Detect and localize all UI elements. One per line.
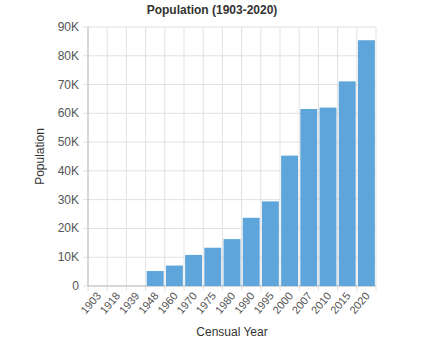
x-grid-line <box>126 27 127 291</box>
x-grid-line <box>107 27 108 291</box>
x-axis-label: Censual Year <box>196 325 267 339</box>
y-tick-label: 80K <box>58 49 79 63</box>
x-tick-label: 1939 <box>117 290 142 316</box>
x-grid-line <box>318 27 319 291</box>
y-tick-label: 60K <box>58 106 79 120</box>
x-grid-line <box>280 27 281 291</box>
bar <box>147 271 164 286</box>
bars <box>147 40 375 286</box>
x-grid-line <box>203 27 204 291</box>
x-tick-label: 1995 <box>251 290 276 316</box>
bar <box>262 201 279 286</box>
bar <box>281 156 298 286</box>
bar <box>358 40 375 286</box>
y-tick-label: 30K <box>58 193 79 207</box>
x-tick-label: 2020 <box>347 290 372 316</box>
y-tick-label: 50K <box>58 135 79 149</box>
x-tick-label: 1980 <box>213 290 238 316</box>
y-tick-label: 40K <box>58 164 79 178</box>
x-tick-label: 1970 <box>174 290 199 316</box>
bar <box>166 266 183 286</box>
x-tick-label: 2007 <box>289 290 314 316</box>
y-tick-label: 90K <box>58 20 79 34</box>
y-grid-line <box>83 27 376 28</box>
bar <box>224 239 241 286</box>
chart-svg: 0 10K 20K 30K 40K 50K 60K 70K 80K 90K 190319181939… <box>0 0 421 350</box>
bar <box>320 108 337 286</box>
x-grid-line <box>376 27 377 291</box>
x-tick-label: 2015 <box>328 290 353 316</box>
bar <box>300 109 317 286</box>
x-grid-line <box>356 27 357 291</box>
x-tick-label: 2010 <box>309 290 334 316</box>
x-tick-label: 1960 <box>155 290 180 316</box>
y-axis-line <box>88 27 89 286</box>
chart-container: 0 10K 20K 30K 40K 50K 60K 70K 80K 90K 190319181939… <box>0 0 421 350</box>
bar <box>243 218 260 286</box>
x-grid-line <box>88 27 89 291</box>
bar <box>128 286 145 287</box>
y-tick-label: 0 <box>72 279 79 293</box>
y-grid-line <box>83 55 376 56</box>
x-grid-line <box>337 27 338 291</box>
x-grid-line <box>260 27 261 291</box>
x-tick-label: 1990 <box>232 290 257 316</box>
bar <box>89 286 106 287</box>
x-grid-line <box>222 27 223 291</box>
bar <box>204 248 221 286</box>
x-tick-label: 1903 <box>78 290 103 316</box>
x-grid-line <box>241 27 242 291</box>
x-tick-label: 1975 <box>193 290 218 316</box>
x-tick-label: 1948 <box>136 290 161 316</box>
x-grid-line <box>299 27 300 291</box>
y-tick-label: 70K <box>58 78 79 92</box>
bar <box>185 255 202 286</box>
x-tick-label: 1918 <box>97 290 122 316</box>
x-grid-line <box>145 27 146 291</box>
x-tick-label: 2000 <box>270 290 295 316</box>
y-tick-label: 10K <box>58 250 79 264</box>
y-grid-line <box>83 84 376 85</box>
bar <box>339 81 356 286</box>
y-tick-label: 20K <box>58 221 79 235</box>
y-axis-label: Population <box>33 128 47 185</box>
x-grid-line <box>184 27 185 291</box>
x-grid-line <box>164 27 165 291</box>
bar <box>108 286 125 287</box>
title: Population (1903-2020) <box>147 3 278 17</box>
